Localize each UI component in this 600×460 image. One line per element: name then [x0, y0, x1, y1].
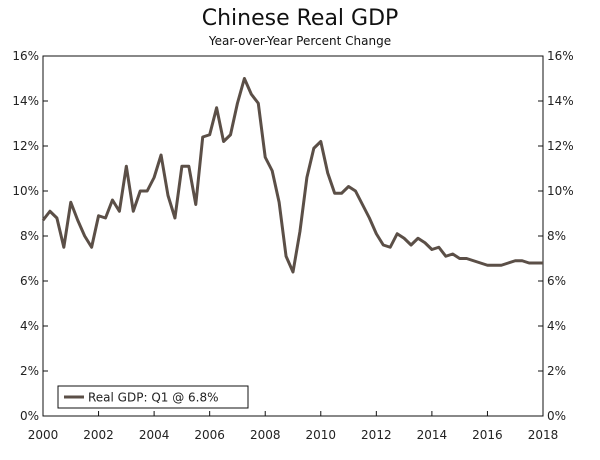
y-tick-label: 0%: [547, 409, 566, 423]
series-line-real-gdp: [41, 77, 543, 274]
y-axis-left: 0% 2% 4% 6% 8% 10% 12% 14% 16%: [12, 49, 48, 423]
y-tick-label: 12%: [547, 139, 574, 153]
y-tick-label: 16%: [12, 49, 39, 63]
legend: Real GDP: Q1 @ 6.8%: [57, 385, 249, 409]
y-tick-label: 16%: [547, 49, 574, 63]
y-tick-label: 0%: [20, 409, 39, 423]
x-tick-label: 2010: [306, 428, 337, 442]
x-tick-label: 2000: [28, 428, 59, 442]
x-tick-label: 2004: [139, 428, 170, 442]
x-tick-label: 2014: [417, 428, 448, 442]
y-tick-label: 2%: [547, 364, 566, 378]
y-tick-label: 10%: [547, 184, 574, 198]
y-tick-label: 4%: [547, 319, 566, 333]
chart-title: Chinese Real GDP: [201, 6, 399, 31]
y-tick-label: 4%: [20, 319, 39, 333]
chart-subtitle: Year-over-Year Percent Change: [208, 34, 392, 48]
x-tick-label: 2006: [194, 428, 225, 442]
y-axis-right: 0% 2% 4% 6% 8% 10% 12% 14% 16%: [538, 49, 574, 423]
y-tick-label: 6%: [20, 274, 39, 288]
y-tick-label: 12%: [12, 139, 39, 153]
y-tick-label: 2%: [20, 364, 39, 378]
x-tick-label: 2002: [83, 428, 114, 442]
x-tick-label: 2018: [528, 428, 559, 442]
x-tick-label: 2016: [472, 428, 503, 442]
y-tick-label: 14%: [12, 94, 39, 108]
x-tick-label: 2008: [250, 428, 281, 442]
x-tick-label: 2012: [361, 428, 392, 442]
y-tick-label: 8%: [547, 229, 566, 243]
y-tick-label: 10%: [12, 184, 39, 198]
legend-box: [57, 385, 249, 409]
plot-frame: [42, 55, 544, 417]
x-axis: 2000 2002 2004 2006 2008 2010 2012 2014 2016 2018: [28, 411, 559, 442]
y-tick-label: 8%: [20, 229, 39, 243]
y-tick-label: 6%: [547, 274, 566, 288]
y-tick-label: 14%: [547, 94, 574, 108]
legend-label: Real GDP: Q1 @ 6.8%: [88, 391, 219, 405]
